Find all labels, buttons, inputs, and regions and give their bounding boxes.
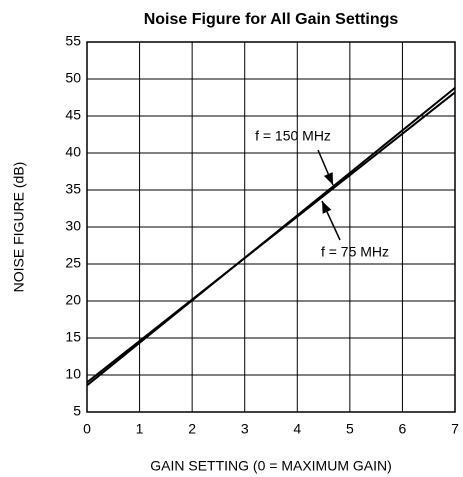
y-tick-label: 20 — [65, 292, 81, 308]
plot-frame — [86, 41, 456, 413]
series-label: f = 150 MHz — [255, 128, 331, 144]
label-arrow — [321, 200, 341, 241]
y-tick-label: 30 — [65, 218, 81, 234]
y-tick-label: 45 — [65, 107, 81, 123]
y-tick-label: 15 — [65, 329, 81, 345]
y-tick-label: 25 — [65, 255, 81, 271]
y-tick-label: 40 — [65, 144, 81, 160]
series-line — [86, 91, 456, 384]
x-tick-label: 7 — [451, 421, 459, 437]
y-tick-label: 35 — [65, 181, 81, 197]
series-label: f = 75 MHz — [321, 244, 389, 260]
y-axis-label: NOISE FIGURE (dB) — [11, 162, 27, 293]
y-tick-label: 55 — [65, 33, 81, 49]
x-axis-label: GAIN SETTING (0 = MAXIMUM GAIN) — [150, 458, 392, 474]
x-tick-label: 0 — [83, 421, 91, 437]
x-tick-label: 1 — [136, 421, 144, 437]
x-tick-label: 3 — [241, 421, 249, 437]
x-tick-label: 6 — [399, 421, 407, 437]
y-tick-label: 50 — [65, 70, 81, 86]
x-tick-label: 2 — [188, 421, 196, 437]
label-arrow — [317, 149, 334, 186]
y-tick-label: 5 — [73, 403, 81, 419]
x-tick-label: 4 — [293, 421, 301, 437]
chart-title: Noise Figure for All Gain Settings — [144, 11, 399, 28]
x-tick-label: 5 — [346, 421, 354, 437]
y-tick-label: 10 — [65, 366, 81, 382]
